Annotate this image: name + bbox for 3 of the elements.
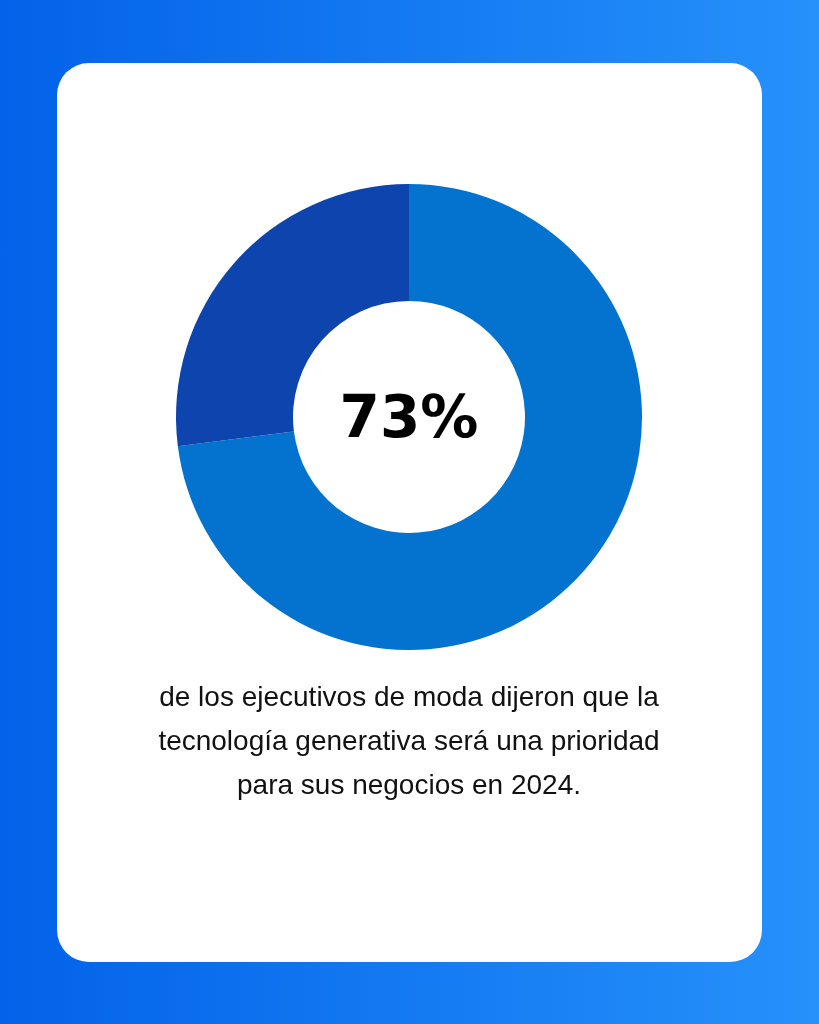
text: 73% [339,383,479,451]
text: de los ejecutivos de moda dijeron que la tecnología generativa será una prioridad para sus negocios en 2024. [158,681,660,800]
donut-slice [177,184,642,650]
